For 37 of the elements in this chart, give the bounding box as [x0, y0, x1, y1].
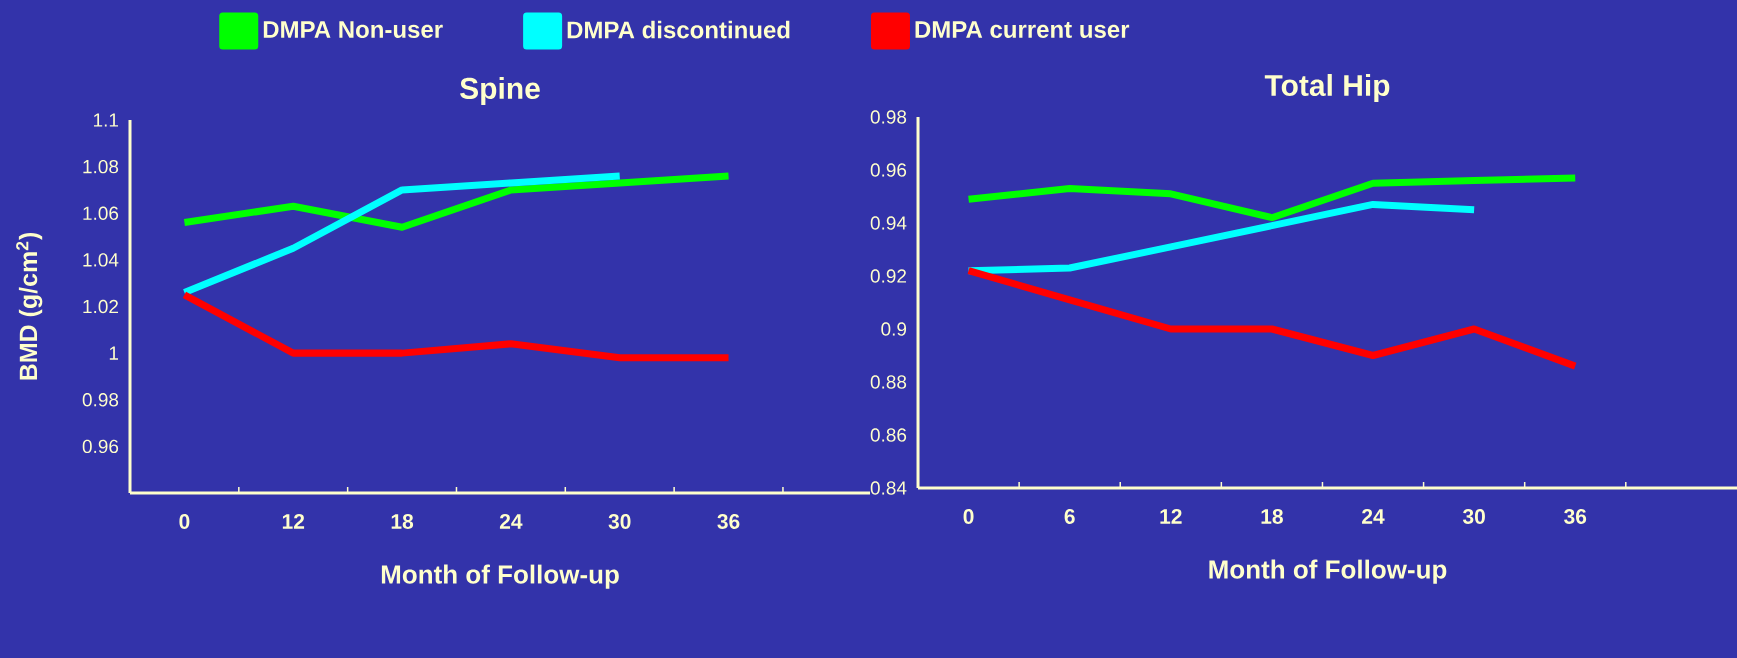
- y-tick-label: 1.06: [83, 206, 119, 220]
- x-tick-label: 36: [1564, 509, 1587, 524]
- y-tick-label: 0.96: [870, 163, 907, 177]
- y-tick-label: 1.08: [83, 159, 119, 174]
- y-tick-label: 1.1: [93, 113, 119, 127]
- legend-label: DMPA Non-user: [263, 21, 443, 38]
- y-tick-label: 0.86: [870, 428, 907, 442]
- y-tick-label: 0.98: [82, 393, 119, 407]
- x-tick-label: 18: [391, 514, 414, 529]
- x-axis-title: Month of Follow-up: [1209, 559, 1447, 584]
- chart-title: Total Hip: [1264, 74, 1390, 102]
- legend-label: DMPA current user: [915, 21, 1130, 38]
- x-axis-title: Month of Follow-up: [381, 564, 619, 589]
- y-axis-title: BMD (g/cm$^{2}$): [16, 232, 43, 380]
- y-tick-label: 1.04: [83, 253, 119, 267]
- y-tick-label: 0.96: [82, 439, 119, 454]
- y-tick-label: 0.88: [870, 375, 907, 389]
- x-tick-label: 0: [963, 509, 974, 524]
- x-tick-label: 36: [717, 514, 740, 529]
- x-tick-label: 30: [608, 514, 631, 529]
- x-tick-label: 18: [1261, 509, 1283, 524]
- x-tick-label: 30: [1462, 509, 1485, 524]
- x-tick-label: 6: [1064, 509, 1075, 524]
- y-tick-label: 0.92: [870, 269, 907, 283]
- x-tick-label: 24: [499, 514, 523, 529]
- y-tick-label: 1.02: [83, 299, 119, 314]
- y-tick-label: 0.94: [870, 216, 907, 230]
- legend-label: DMPA discontinued: [567, 20, 790, 39]
- y-tick-label: 0.9: [881, 322, 907, 336]
- x-tick-label: 0: [179, 514, 190, 529]
- x-tick-label: 24: [1362, 509, 1385, 524]
- y-tick-label: 1: [109, 346, 119, 360]
- x-tick-label: 12: [282, 514, 305, 529]
- chart-title: Spine: [460, 77, 540, 105]
- y-tick-label: 0.98: [870, 110, 907, 124]
- x-tick-label: 12: [1160, 509, 1182, 524]
- y-tick-label: 0.84: [870, 481, 907, 495]
